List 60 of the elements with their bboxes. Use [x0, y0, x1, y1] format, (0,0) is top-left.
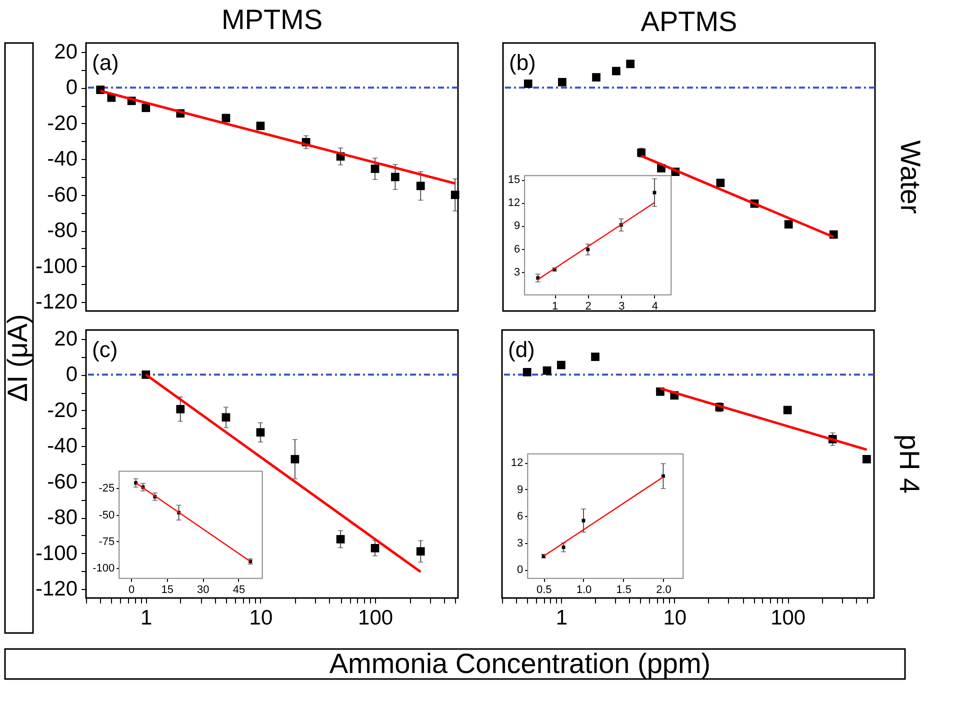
y-tick-label: -25: [98, 482, 115, 495]
x-tick-label: 0.5: [536, 584, 552, 596]
y-tick-label: 12: [508, 197, 520, 210]
y-tick-label: -60: [47, 183, 78, 206]
y-tick-label: -20: [47, 112, 78, 135]
y2-axis-title: Water: [895, 140, 926, 214]
x-tick-label: 2: [585, 300, 592, 312]
x-tick-label: 1.0: [576, 584, 592, 596]
y-tick-label: -80: [47, 219, 78, 242]
x-tick-label: 1: [552, 300, 558, 312]
annotation: (c): [92, 337, 118, 362]
y-tick-label: -120: [35, 290, 78, 314]
x-tick-label: 0: [128, 584, 135, 596]
y-tick-label: -100: [92, 562, 115, 574]
x-tick-label: 3: [618, 300, 625, 312]
chart-title: APTMS: [640, 6, 738, 37]
chart-title: MPTMS: [221, 4, 323, 35]
y-tick-label: 20: [54, 40, 78, 64]
x-tick-label: 4: [652, 300, 658, 312]
x-axis-title: Ammonia Concentration (ppm): [329, 648, 711, 679]
y-tick-label: 9: [514, 220, 520, 232]
x-tick-label: 30: [197, 584, 210, 596]
annotation: (d): [508, 337, 535, 362]
annotation: (a): [92, 50, 119, 75]
y-tick-label: -40: [47, 148, 78, 171]
y-tick-label: 6: [514, 243, 520, 256]
y-tick-label: -20: [47, 398, 78, 422]
y-tick-label: -60: [47, 470, 78, 494]
y-axis-title: ΔI (μA): [2, 314, 33, 402]
y-tick-label: -120: [35, 578, 78, 601]
x-tick-label: 1: [140, 606, 152, 630]
y-tick-label: 3: [517, 537, 524, 550]
y-tick-label: -100: [35, 254, 78, 278]
x-tick-label: 45: [232, 584, 246, 596]
y-tick-label: 20: [54, 327, 78, 350]
x-tick-label: 100: [770, 606, 806, 630]
y-tick-label: 15: [508, 174, 520, 186]
annotation: (b): [509, 50, 536, 75]
point: [586, 248, 590, 252]
y-tick-label: -40: [47, 434, 78, 458]
y-tick-label: 0: [517, 564, 524, 576]
y-tick-label: 0: [66, 363, 78, 386]
x-tick-label: 1: [556, 606, 568, 630]
y-tick-label: -75: [98, 536, 115, 548]
x-tick-label: 10: [663, 606, 687, 630]
x-tick-label: 10: [249, 606, 273, 630]
y-tick-label: 3: [514, 266, 520, 278]
y-tick-label: -100: [35, 542, 78, 565]
point: [562, 546, 566, 550]
y-tick-label: 0: [66, 76, 78, 100]
y-tick-label: 12: [510, 457, 524, 470]
x-tick-label: 15: [161, 584, 174, 596]
y-tick-label: 9: [517, 484, 524, 496]
x-tick-label: 100: [358, 606, 394, 630]
x-tick-label: 1.5: [616, 584, 632, 596]
y-tick-label: -80: [47, 506, 78, 530]
x-tick-label: 2.0: [656, 584, 672, 596]
y2-axis-title: pH 4: [894, 434, 925, 494]
y-tick-label: 6: [517, 510, 524, 523]
y-tick-label: -50: [98, 509, 115, 522]
